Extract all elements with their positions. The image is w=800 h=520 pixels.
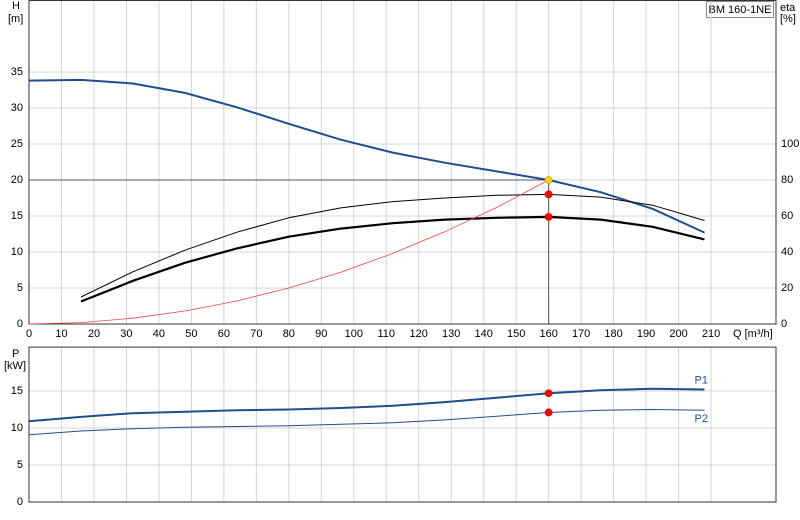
x-tick-label: 70: [250, 328, 262, 340]
curve: [28, 387, 705, 423]
curve: [28, 78, 705, 234]
plot-frame: [28, 0, 777, 325]
curve: [28, 409, 705, 436]
operating-point: [544, 212, 553, 221]
x-tick-label: 130: [442, 328, 460, 340]
x-tick-label: 10: [55, 328, 67, 340]
operating-point: [544, 389, 553, 398]
x-tick-label: 140: [475, 328, 493, 340]
y-tick-label: 5: [17, 459, 23, 471]
operating-point: [544, 190, 553, 199]
x-tick-label: 120: [410, 328, 428, 340]
title-box: [706, 1, 774, 18]
series-label: P2: [695, 413, 708, 425]
x-tick-label: 60: [218, 328, 230, 340]
y-unit: [kW]: [4, 360, 26, 372]
x-tick-label: 50: [185, 328, 197, 340]
operating-point: [544, 408, 553, 417]
y2-tick-label: 60: [781, 210, 793, 222]
chart-title: BM 160-1NE: [709, 4, 772, 16]
x-tick-label: 200: [669, 328, 687, 340]
x-tick-label: 30: [120, 328, 132, 340]
x-tick-label: 150: [507, 328, 525, 340]
y-tick-label: 0: [17, 318, 23, 330]
y2-tick-label: 0: [781, 318, 787, 330]
x-tick-label: 170: [572, 328, 590, 340]
x-tick-label: 100: [345, 328, 363, 340]
x-tick-label: 110: [377, 328, 395, 340]
y2-tick-label: 100: [781, 138, 799, 150]
x-tick-label: 20: [88, 328, 100, 340]
x-tick-label: 0: [26, 328, 32, 340]
x-tick-label: 180: [604, 328, 622, 340]
x-tick-label: 80: [283, 328, 295, 340]
curve: [80, 193, 705, 298]
y-tick-label: 30: [11, 102, 23, 114]
y-tick-label: 25: [11, 138, 23, 150]
x-tick-label: 40: [153, 328, 165, 340]
x-tick-label: 160: [539, 328, 557, 340]
x-tick-label: 90: [315, 328, 327, 340]
x-tick-label: 210: [702, 328, 720, 340]
y-unit: [m]: [8, 13, 23, 25]
y2-tick-label: 20: [781, 282, 793, 294]
x-label: Q [m³/h]: [733, 328, 773, 340]
y-tick-label: 15: [11, 385, 23, 397]
y-tick-label: 10: [11, 422, 23, 434]
series-label: P1: [695, 374, 708, 386]
plot-frame: [28, 346, 777, 503]
y2-unit: [%]: [780, 13, 796, 25]
y2-label: eta: [780, 2, 796, 14]
y-tick-label: 10: [11, 246, 23, 258]
y-tick-label: 15: [11, 210, 23, 222]
curve: [80, 215, 705, 303]
operating-point: [544, 176, 553, 184]
y-tick-label: 35: [11, 66, 23, 78]
y-label: H: [12, 0, 20, 12]
y2-tick-label: 40: [781, 246, 793, 258]
y-label: P: [12, 348, 19, 360]
y2-tick-label: 80: [781, 174, 793, 186]
y-tick-label: 0: [17, 496, 23, 508]
x-tick-label: 190: [637, 328, 655, 340]
curve: [28, 179, 549, 325]
y-tick-label: 5: [17, 282, 23, 294]
y-tick-label: 20: [11, 174, 23, 186]
